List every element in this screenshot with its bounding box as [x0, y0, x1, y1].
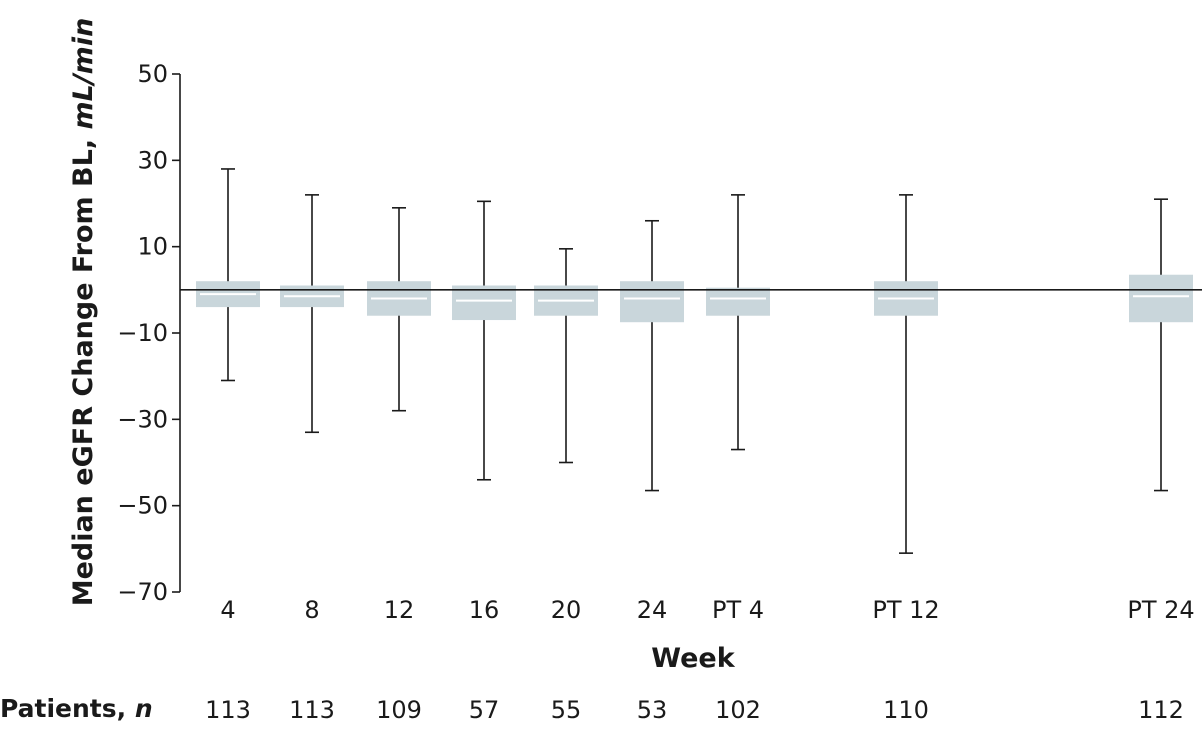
- box-16: [452, 200, 516, 481]
- patient-count: 109: [376, 696, 422, 724]
- box-4: [196, 168, 260, 382]
- x-tick-label: 20: [551, 596, 582, 624]
- patient-count: 112: [1138, 696, 1184, 724]
- iqr-box: [452, 285, 516, 321]
- x-tick-label: PT 12: [872, 596, 939, 624]
- patient-count: 57: [469, 696, 500, 724]
- x-tick-label: 8: [304, 596, 319, 624]
- labels-group: 50 30 10 −10 −30 −50 −70 4 8 12 16 20 24 PT 4 PT 12 PT …: [117, 60, 1194, 724]
- y-tick-label: 50: [137, 60, 168, 88]
- patient-count: 102: [715, 696, 761, 724]
- x-tick-label: 16: [469, 596, 500, 624]
- y-axis-title-unit: mL/min: [68, 18, 99, 130]
- y-tick-label: −30: [117, 405, 168, 433]
- patient-count: 110: [883, 696, 929, 724]
- y-axis-title: Median eGFR Change From BL, mL/min: [68, 18, 99, 607]
- x-tick-label: PT 4: [712, 596, 764, 624]
- patient-count: 55: [551, 696, 582, 724]
- box-pt-24: [1129, 198, 1193, 492]
- axes-group: [172, 73, 181, 593]
- patient-count: 113: [205, 696, 251, 724]
- iqr-box: [706, 287, 770, 316]
- box-20: [534, 248, 598, 464]
- box-12: [367, 207, 431, 412]
- box-pt-4: [706, 194, 770, 451]
- patients-row-label-n: n: [135, 694, 153, 723]
- box-pt-12: [874, 194, 938, 554]
- y-tick-label: 30: [137, 146, 168, 174]
- patient-count: 53: [637, 696, 668, 724]
- x-axis-title: Week: [651, 643, 735, 674]
- boxes-group: [180, 168, 1202, 554]
- box-24: [620, 219, 684, 492]
- patient-count: 113: [289, 696, 335, 724]
- box-8: [280, 194, 344, 434]
- y-tick-label: −50: [117, 492, 168, 520]
- y-tick-label: −10: [117, 319, 168, 347]
- y-tick-label: −70: [117, 578, 168, 606]
- iqr-box: [620, 281, 684, 323]
- x-tick-label: 12: [384, 596, 415, 624]
- patients-row-label-text: Patients,: [0, 694, 135, 723]
- y-tick-label: 10: [137, 233, 168, 261]
- x-tick-label: PT 24: [1127, 596, 1194, 624]
- x-tick-label: 4: [220, 596, 235, 624]
- patients-row-label: Patients, n: [0, 694, 153, 723]
- iqr-box: [1129, 274, 1193, 323]
- x-tick-label: 24: [637, 596, 668, 624]
- y-axis-title-text: Median eGFR Change From BL,: [68, 130, 99, 607]
